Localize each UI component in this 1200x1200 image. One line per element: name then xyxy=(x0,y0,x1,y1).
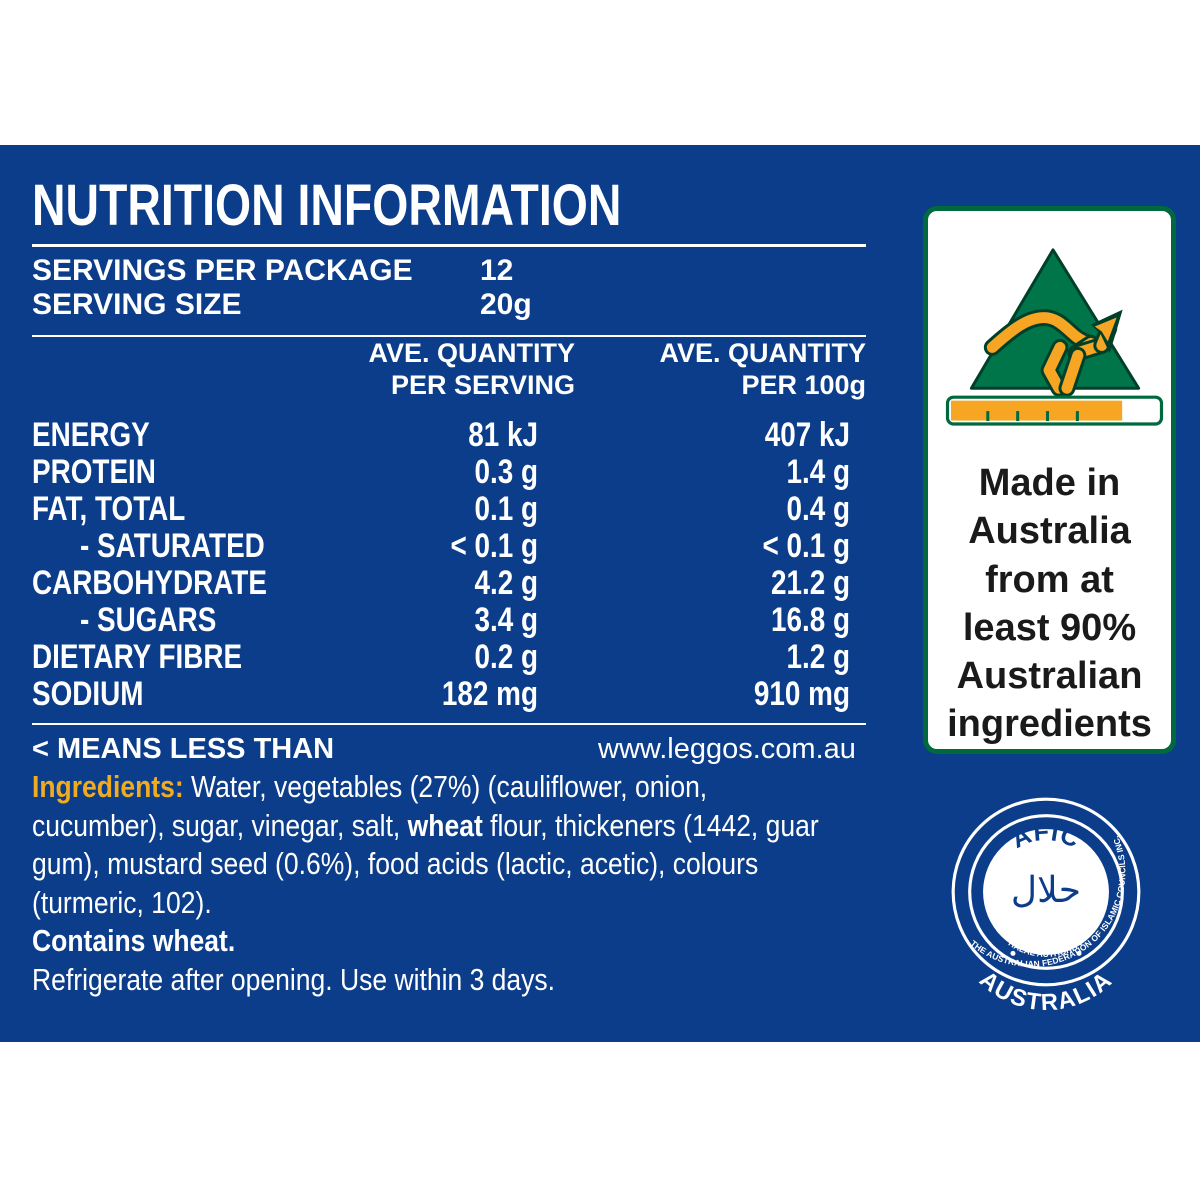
svg-text:حلال: حلال xyxy=(1011,870,1081,910)
svg-text:AUSTRALIA: AUSTRALIA xyxy=(974,967,1117,1010)
